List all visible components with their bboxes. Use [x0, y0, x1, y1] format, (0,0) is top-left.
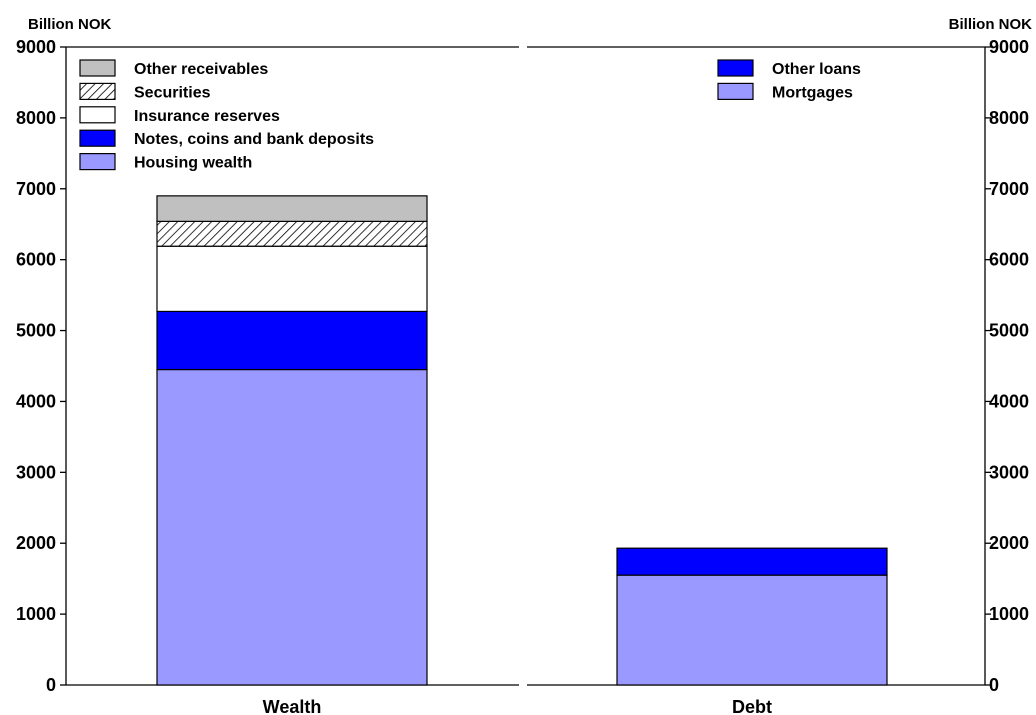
bar-segment-insurance-reserves: [156, 245, 428, 313]
legend-swatch-other-receivables: [79, 59, 116, 77]
left-tick-label: 0: [46, 675, 56, 695]
legend-label-insurance-reserves: Insurance reserves: [134, 108, 280, 125]
right-tick-label: 0: [989, 675, 999, 695]
right-tick-label: 9000: [989, 37, 1029, 57]
bar-segment-other-receivables: [156, 195, 428, 222]
legend-label-other-loans: Other loans: [772, 61, 861, 78]
category-label-wealth: Wealth: [263, 697, 322, 715]
legend-label-other-receivables: Other receivables: [134, 61, 268, 78]
legend-label-notes-coins-and-bank-deposits: Notes, coins and bank deposits: [134, 131, 374, 148]
legends: Other receivables Securities Insurance res…: [79, 59, 861, 172]
right-tick-label: 1000: [989, 604, 1029, 624]
left-tick-label: 3000: [16, 462, 56, 482]
legend-label-housing-wealth: Housing wealth: [134, 155, 252, 172]
left-tick-label: 8000: [16, 108, 56, 128]
right-tick-label: 3000: [989, 462, 1029, 482]
legend-swatch-housing-wealth: [79, 153, 116, 171]
left-tick-label: 7000: [16, 179, 56, 199]
category-labels: Wealth Debt: [263, 697, 772, 715]
left-tick-label: 2000: [16, 533, 56, 553]
right-tick-label: 4000: [989, 391, 1029, 411]
legend-swatch-notes-coins-and-bank-deposits: [79, 129, 116, 147]
bar-segment-housing-wealth: [156, 368, 428, 686]
right-tick-label: 5000: [989, 321, 1029, 341]
legend-swatch-securities: [79, 82, 116, 101]
right-tick-label: 8000: [989, 108, 1029, 128]
legend-swatch-insurance-reserves: [79, 106, 116, 124]
left-tick-label: 1000: [16, 604, 56, 624]
legend-swatch-other-loans: [717, 59, 754, 77]
left-tick-label: 4000: [16, 391, 56, 411]
bar-segment-securities: [156, 220, 428, 247]
bar-segment-notes-coins-and-bank-deposits: [156, 310, 428, 371]
category-label-debt: Debt: [732, 697, 772, 715]
left-tick-label: 6000: [16, 250, 56, 270]
legend-label-mortgages: Mortgages: [772, 84, 853, 101]
right-tick-label: 6000: [989, 250, 1029, 270]
bar-segment-other-loans: [616, 547, 888, 576]
bar-segment-mortgages: [616, 574, 888, 686]
left-tick-label: 5000: [16, 321, 56, 341]
legend-label-securities: Securities: [134, 84, 211, 101]
right-tick-label: 7000: [989, 179, 1029, 199]
y-ticks: 0 0 1000 1000 2000 2000 3000 3000 4000 4000 5000 50…: [16, 37, 1029, 695]
right-tick-label: 2000: [989, 533, 1029, 553]
left-axis-unit-label: Billion NOK: [28, 16, 111, 33]
left-tick-label: 9000: [16, 37, 56, 57]
bars: [156, 195, 888, 686]
right-axis-unit-label: Billion NOK: [949, 16, 1032, 33]
legend-swatch-mortgages: [717, 82, 754, 101]
